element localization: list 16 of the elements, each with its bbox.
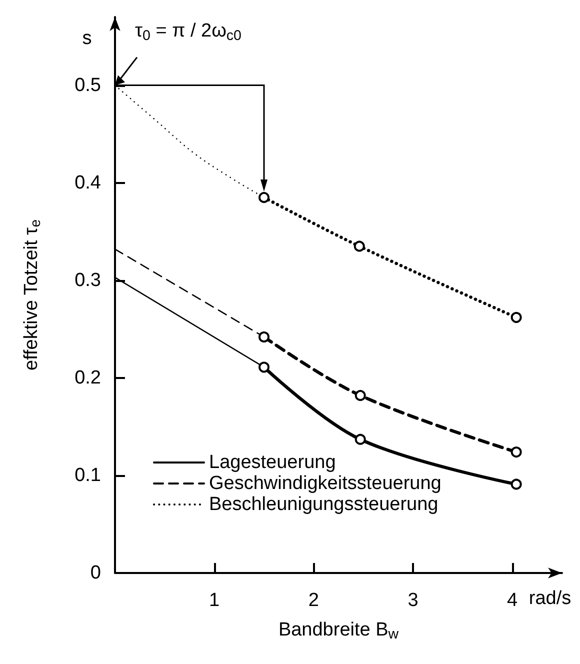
y-tick-label: 0.1 <box>74 464 101 486</box>
y-tick-label: 0.3 <box>74 270 101 291</box>
legend-label: Geschwindigkeitssteuerung <box>209 473 442 494</box>
x-tick-label: 4 <box>507 590 518 611</box>
text: s <box>82 28 92 49</box>
x-tick-label: 2 <box>308 590 319 611</box>
y-tick-label: 0.4 <box>74 172 102 194</box>
y-tick-label: 0.2 <box>74 367 101 388</box>
x-tick-label: 1 <box>209 590 220 611</box>
text: rad/s <box>528 588 572 609</box>
legend-label: Beschleunigungssteuerung <box>209 494 438 515</box>
x-tick-label: 3 <box>408 590 418 611</box>
legend-label: Lagesteuerung <box>209 452 336 473</box>
y-tick-label: 0.5 <box>74 74 101 96</box>
y-axis-title: effektive Totzeit τe <box>20 219 44 370</box>
y-tick-label: 0 <box>90 562 101 584</box>
